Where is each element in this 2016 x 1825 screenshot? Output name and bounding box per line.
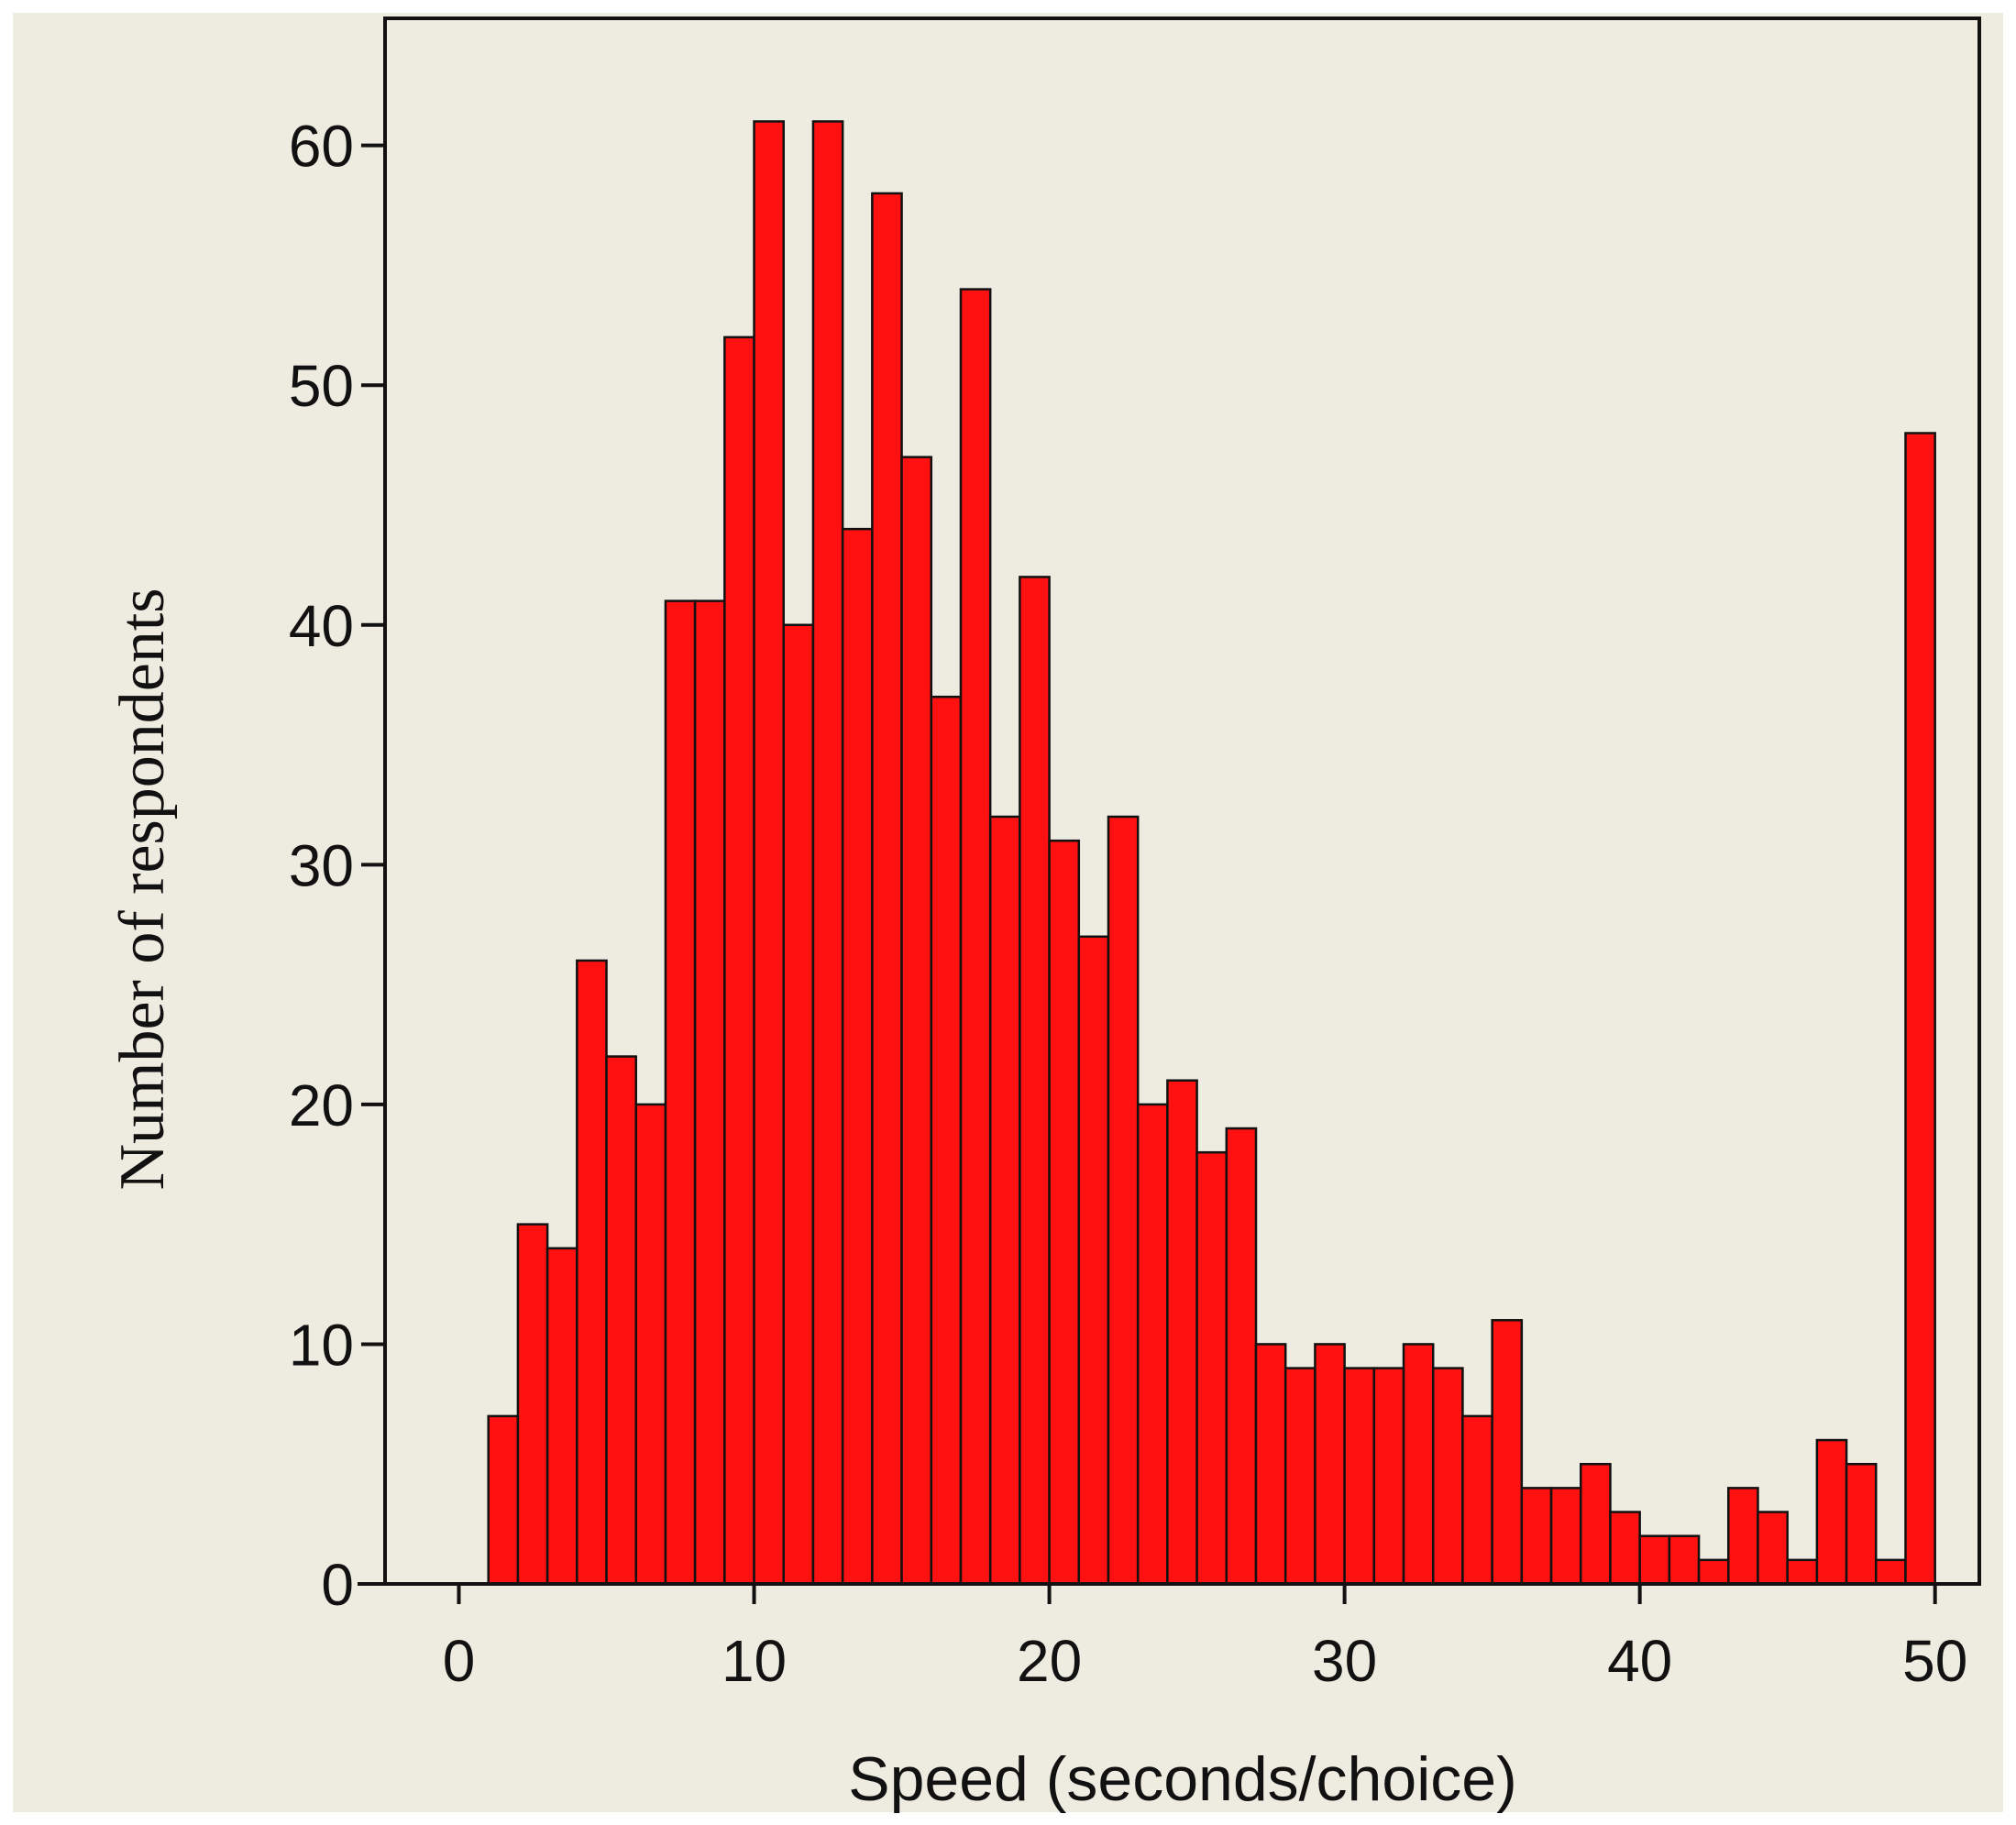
ticks: 0 10 20 30 40 50 0 10 20 30 40 50 60 [289, 114, 1967, 1694]
histogram-bar [1195, 1150, 1228, 1586]
histogram-bar [1166, 1079, 1198, 1586]
x-tick-label: 20 [1017, 1628, 1082, 1694]
y-tick-label: 0 [321, 1552, 354, 1618]
histogram-bar [1254, 1343, 1287, 1586]
x-axis-label: Speed (seconds/choice) [848, 1744, 1517, 1814]
histogram-bar [841, 527, 874, 1586]
histogram-bar [782, 623, 815, 1586]
histogram-bar [930, 695, 963, 1586]
histogram-bar [1786, 1558, 1819, 1586]
histogram-bar [900, 456, 933, 1586]
histogram-bar [1461, 1414, 1493, 1586]
x-tick-label: 30 [1312, 1628, 1377, 1694]
histogram-bars [487, 120, 1936, 1586]
histogram-bar [1638, 1534, 1671, 1586]
histogram-bar [1815, 1438, 1848, 1586]
y-tick-label: 60 [289, 114, 354, 180]
histogram-bar [634, 1103, 667, 1586]
y-axis-label: Number of respondents [107, 588, 178, 1190]
x-tick-label: 0 [443, 1628, 476, 1694]
histogram-bar [988, 815, 1021, 1586]
y-tick-label: 30 [289, 832, 354, 898]
y-tick-label: 20 [289, 1072, 354, 1138]
histogram-bar [1283, 1367, 1316, 1586]
y-tick-label: 10 [289, 1312, 354, 1378]
histogram-bar [576, 959, 608, 1586]
histogram-bar [871, 192, 903, 1586]
histogram-bar [1609, 1511, 1641, 1586]
histogram-bar [1520, 1487, 1553, 1586]
histogram-bar [664, 599, 697, 1586]
histogram-bar [1580, 1462, 1612, 1586]
histogram-bar [605, 1055, 637, 1586]
y-tick-label: 40 [289, 593, 354, 659]
histogram-bar [1136, 1103, 1169, 1586]
histogram-bar [1697, 1558, 1730, 1586]
histogram-bar [1372, 1367, 1405, 1586]
histogram-bar [723, 335, 755, 1586]
y-tick-label: 50 [289, 353, 354, 419]
histogram-bar [545, 1247, 578, 1586]
histogram-bar [1019, 576, 1051, 1586]
histogram-bar [1757, 1511, 1789, 1586]
histogram-bar [1904, 432, 1936, 1586]
histogram-bar [1225, 1127, 1258, 1586]
histogram-bar [1727, 1487, 1759, 1586]
histogram-bar [1107, 815, 1140, 1586]
histogram-bar [959, 288, 992, 1586]
histogram-bar [1491, 1319, 1524, 1586]
histogram-bar [753, 120, 786, 1586]
histogram-bar [1402, 1343, 1435, 1586]
histogram-bar [811, 120, 844, 1586]
histogram-bar [516, 1223, 549, 1586]
histogram-bar [1343, 1367, 1376, 1586]
histogram-bar [1668, 1534, 1701, 1586]
x-tick-label: 50 [1902, 1628, 1967, 1694]
histogram-bar [1875, 1558, 1907, 1586]
histogram-bar [1431, 1367, 1464, 1586]
x-tick-label: 40 [1607, 1628, 1672, 1694]
histogram-bar [693, 599, 726, 1586]
histogram-bar [1048, 839, 1081, 1586]
x-tick-label: 10 [722, 1628, 787, 1694]
histogram-bar [1549, 1487, 1582, 1586]
histogram-bar [487, 1414, 520, 1586]
histogram-bar [1845, 1462, 1878, 1586]
histogram-bar [1077, 935, 1110, 1586]
histogram-bar [1314, 1343, 1346, 1586]
